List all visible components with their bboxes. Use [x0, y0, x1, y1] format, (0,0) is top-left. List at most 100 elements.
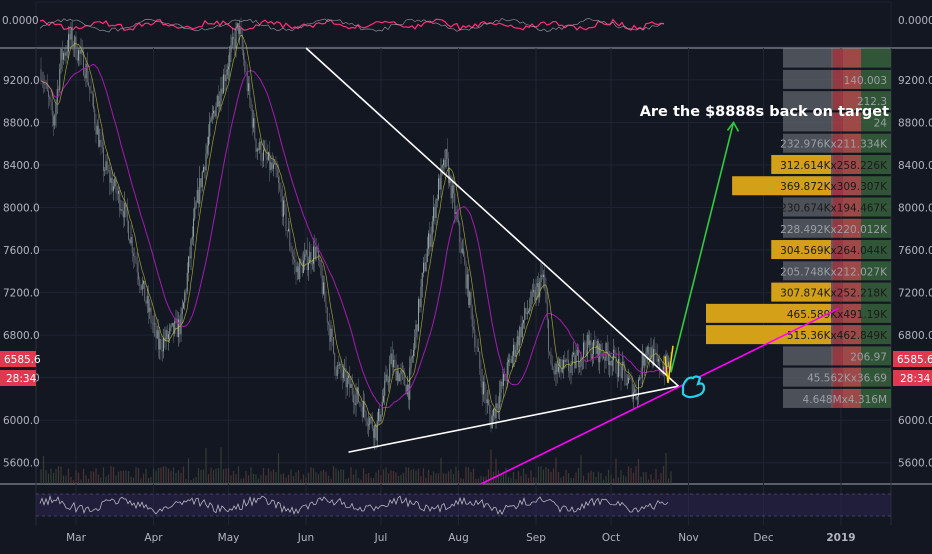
- y-tick-label-left: 8800.0: [3, 117, 40, 129]
- candle-body: [374, 424, 376, 438]
- volume-bar: [360, 479, 362, 484]
- profile-bar-red: [831, 282, 861, 302]
- candle-body: [493, 408, 494, 416]
- candle-body: [578, 349, 579, 368]
- candle-body: [599, 344, 601, 363]
- hand-pointer-icon: [681, 375, 706, 399]
- profile-bar-red: [831, 367, 861, 387]
- candle-body: [143, 281, 144, 284]
- candle-body: [565, 359, 567, 362]
- candle-body: [583, 342, 584, 358]
- volume-bar: [120, 470, 122, 484]
- candle-body: [258, 148, 259, 150]
- candle-body: [154, 323, 156, 325]
- candle-body: [445, 149, 447, 168]
- candle-body: [350, 383, 352, 388]
- volume-bar: [377, 469, 380, 484]
- volume-bar: [215, 468, 217, 484]
- volume-bar: [470, 471, 472, 484]
- volume-bar: [600, 472, 602, 484]
- x-tick-label: Oct: [602, 532, 620, 544]
- candle-body: [586, 334, 588, 357]
- candle-body: [136, 263, 138, 273]
- candle-body: [538, 283, 539, 298]
- candle-body: [53, 115, 54, 126]
- volume-bar: [102, 467, 105, 484]
- candle-body: [506, 362, 508, 381]
- candle-body: [398, 370, 399, 382]
- candle-body: [303, 260, 304, 274]
- candle-body: [360, 403, 362, 407]
- volume-bar: [655, 468, 657, 484]
- profile-bar-red: [831, 69, 861, 89]
- candle-body: [389, 364, 391, 382]
- volume-bar: [537, 466, 540, 484]
- candle-body: [434, 207, 436, 219]
- candle-body: [79, 50, 81, 54]
- volume-bar: [335, 468, 337, 484]
- candle-body: [624, 364, 626, 374]
- candle-body: [626, 383, 628, 386]
- volume-bar: [277, 453, 280, 484]
- candle-body: [261, 160, 263, 162]
- candle-body: [666, 354, 668, 366]
- candle-body: [46, 83, 48, 91]
- volume-bar: [395, 472, 397, 484]
- candle-body: [146, 295, 148, 304]
- candle-body: [556, 363, 558, 372]
- candle-body: [300, 259, 302, 263]
- volume-bar: [317, 473, 320, 484]
- candle-body: [498, 407, 499, 409]
- profile-bar-gray: [783, 48, 833, 68]
- volume-bar: [462, 478, 465, 484]
- volume-bar: [370, 477, 372, 484]
- candle-body: [245, 71, 247, 73]
- volume-bar: [322, 469, 325, 484]
- volume-bar: [77, 472, 80, 484]
- candle-body: [636, 396, 638, 400]
- volume-bar: [200, 469, 202, 484]
- candle-body: [464, 256, 466, 264]
- volume-bar: [127, 471, 130, 484]
- profile-bar-gray: [783, 346, 833, 366]
- candle-body: [423, 262, 424, 273]
- candle-body: [309, 251, 311, 264]
- candle-body: [184, 292, 186, 303]
- candle-body: [61, 49, 63, 60]
- candle-body: [458, 219, 459, 223]
- candle-body: [354, 402, 356, 406]
- volume-bar: [190, 479, 192, 484]
- volume-bar: [272, 469, 275, 484]
- candle-body: [211, 113, 213, 119]
- volume-bar: [50, 468, 52, 484]
- candle-body: [653, 349, 654, 366]
- candle-body: [64, 52, 66, 56]
- candle-body: [436, 199, 438, 200]
- candle-body: [370, 417, 372, 419]
- candle-body: [400, 370, 402, 375]
- x-tick-label: Jul: [374, 532, 388, 544]
- candle-body: [286, 230, 288, 232]
- candle-body: [270, 162, 272, 171]
- volume-bar: [535, 477, 537, 484]
- candle-body: [238, 23, 239, 34]
- candle-body: [163, 337, 164, 352]
- candle-body: [321, 275, 323, 294]
- candle-body: [649, 354, 651, 359]
- volume-bar: [557, 472, 560, 484]
- volume-bar: [250, 467, 252, 484]
- candle-body: [394, 359, 396, 362]
- volume-bar: [607, 469, 610, 484]
- candle-body: [341, 373, 343, 379]
- candle-body: [444, 159, 446, 168]
- candle-body: [501, 381, 503, 386]
- candle-body: [239, 27, 241, 34]
- candle-body: [210, 118, 212, 122]
- trendline: [480, 307, 839, 485]
- volume-bar: [620, 469, 622, 484]
- candle-body: [419, 299, 421, 308]
- volume-bar: [525, 473, 527, 484]
- volume-bar: [627, 466, 630, 484]
- candle-body: [459, 222, 461, 243]
- volume-bar: [480, 475, 482, 484]
